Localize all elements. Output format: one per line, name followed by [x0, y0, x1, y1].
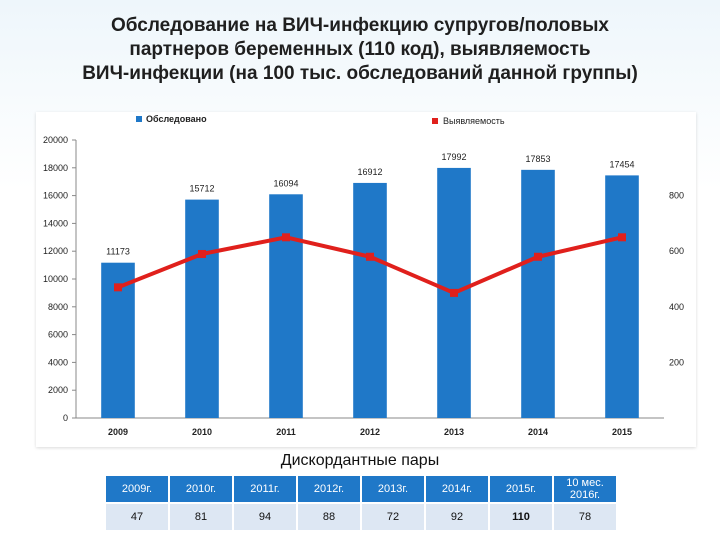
legend-line-label: Выявляемость	[443, 116, 505, 126]
table-header-cell: 2014г.	[426, 476, 488, 502]
line-point	[366, 252, 374, 261]
x-tick-label: 2010	[192, 427, 212, 437]
bar-data-label: 16912	[357, 167, 382, 177]
table-cell: 88	[298, 504, 360, 530]
legend-line-swatch	[432, 118, 438, 124]
bar-data-label: 17853	[525, 154, 550, 164]
bar-data-label: 15712	[189, 184, 214, 194]
y-right-tick-label: 800	[669, 191, 684, 201]
discordant-pairs-table: 2009г. 2010г. 2011г. 2012г. 2013г. 2014г…	[104, 474, 618, 532]
line-point	[198, 249, 206, 258]
table-cell: 81	[170, 504, 232, 530]
y-left-tick-label: 4000	[48, 357, 68, 367]
y-left-tick-label: 2000	[48, 385, 68, 395]
x-tick-label: 2012	[360, 427, 380, 437]
bar-data-label: 17992	[441, 152, 466, 162]
line-point	[618, 233, 626, 242]
page-title: Обследование на ВИЧ-инфекцию супругов/по…	[82, 15, 638, 84]
y-left-tick-label: 12000	[43, 246, 68, 256]
bar	[269, 194, 303, 418]
y-right-tick-label: 600	[669, 246, 684, 256]
line-point	[282, 233, 290, 242]
line-point	[450, 288, 458, 297]
y-left-tick-label: 20000	[43, 135, 68, 145]
table-header-cell: 2012г.	[298, 476, 360, 502]
x-tick-label: 2015	[612, 427, 632, 437]
table-header-cell: 2015г.	[490, 476, 552, 502]
bar-data-label: 16094	[273, 178, 298, 188]
y-left-tick-label: 14000	[43, 218, 68, 228]
bar	[185, 199, 219, 418]
table-header-cell: 2009г.	[106, 476, 168, 502]
line-point	[534, 252, 542, 261]
chart-panel: 0 2000 4000 6000 8000 10000 12000 14000 16000 180…	[36, 112, 696, 447]
line-point	[114, 283, 122, 292]
legend-bar-swatch	[136, 116, 142, 122]
bar-data-label: 17454	[609, 159, 634, 169]
table-cell: 78	[554, 504, 616, 530]
table-cell: 94	[234, 504, 296, 530]
table-header-cell: 2013г.	[362, 476, 424, 502]
table-cell: 110	[490, 504, 552, 530]
table-header-cell: 10 мес. 2016г.	[554, 476, 616, 502]
table-cell: 72	[362, 504, 424, 530]
bar-data-label: 11173	[106, 247, 130, 257]
x-tick-label: 2009	[108, 427, 128, 437]
bar	[605, 175, 639, 418]
table-header-cell: 2011г.	[234, 476, 296, 502]
y-left-tick-label: 10000	[43, 274, 68, 284]
table-cell: 92	[426, 504, 488, 530]
legend-bar-label: Обследовано	[146, 114, 207, 124]
x-tick-label: 2014	[528, 427, 548, 437]
table-caption: Дискордантные пары	[280, 452, 440, 469]
bar	[521, 169, 555, 418]
y-left-tick-label: 16000	[43, 191, 68, 201]
y-left-tick-label: 6000	[48, 330, 68, 340]
y-left-tick-label: 8000	[48, 302, 68, 312]
table-value-row: 47 81 94 88 72 92 110 78	[106, 504, 616, 530]
y-left-tick-label: 0	[63, 413, 68, 423]
y-right-tick-label: 200	[669, 357, 684, 367]
y-left-tick-label: 18000	[43, 163, 68, 173]
table-header-cell: 2010г.	[170, 476, 232, 502]
table-cell: 47	[106, 504, 168, 530]
x-tick-label: 2013	[444, 427, 464, 437]
bar	[353, 182, 387, 418]
y-right-tick-label: 400	[669, 302, 684, 312]
combo-chart: 0 2000 4000 6000 8000 10000 12000 14000 16000 180…	[43, 114, 684, 437]
x-tick-label: 2011	[276, 427, 296, 437]
table-header-row: 2009г. 2010г. 2011г. 2012г. 2013г. 2014г…	[106, 476, 616, 502]
